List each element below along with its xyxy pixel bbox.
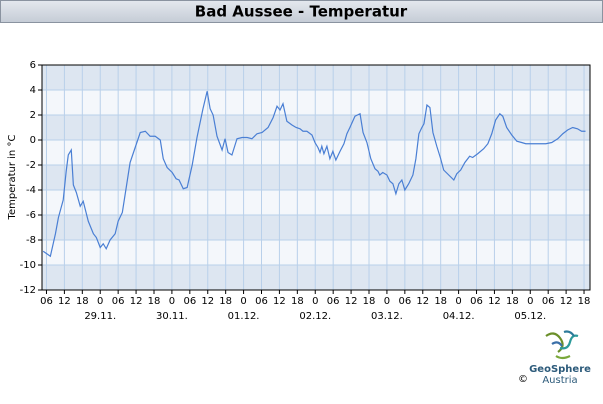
y-tick-label: -6 xyxy=(26,210,36,221)
y-tick-label: 6 xyxy=(30,60,36,71)
y-tick-label: -10 xyxy=(20,260,36,271)
x-tick-label: 12 xyxy=(58,296,71,307)
y-tick-label: -8 xyxy=(26,235,36,246)
x-tick-label: 12 xyxy=(416,296,429,307)
x-tick-label: 0 xyxy=(97,296,103,307)
x-tick-label: 18 xyxy=(76,296,89,307)
x-tick-label: 12 xyxy=(345,296,358,307)
x-tick-label: 18 xyxy=(219,296,232,307)
grid-band xyxy=(42,65,590,90)
x-date-label: 05.12. xyxy=(514,311,546,322)
x-tick-label: 06 xyxy=(470,296,483,307)
x-date-label: 04.12. xyxy=(443,311,475,322)
y-tick-label: 0 xyxy=(30,135,36,146)
x-tick-label: 0 xyxy=(527,296,533,307)
chart-title: Bad Aussee - Temperatur xyxy=(195,3,408,21)
x-tick-label: 18 xyxy=(148,296,161,307)
y-tick-label: 4 xyxy=(30,85,36,96)
x-tick-label: 18 xyxy=(434,296,447,307)
x-tick-label: 0 xyxy=(240,296,246,307)
y-tick-label: -2 xyxy=(26,160,36,171)
x-tick-label: 12 xyxy=(273,296,286,307)
x-date-label: 03.12. xyxy=(371,311,403,322)
temperature-line xyxy=(42,91,586,258)
logo-country: Austria xyxy=(542,375,577,386)
x-date-label: 30.11. xyxy=(156,311,188,322)
x-date-label: 29.11. xyxy=(84,311,116,322)
x-tick-label: 18 xyxy=(578,296,591,307)
logo-name: GeoSphere xyxy=(529,364,591,375)
y-tick-label: -4 xyxy=(26,185,36,196)
x-tick-label: 06 xyxy=(398,296,411,307)
x-date-label: 02.12. xyxy=(299,311,331,322)
x-tick-label: 12 xyxy=(560,296,573,307)
copyright: © xyxy=(518,374,528,385)
logo-icon xyxy=(545,330,579,360)
x-tick-label: 06 xyxy=(542,296,555,307)
x-tick-label: 18 xyxy=(363,296,376,307)
plot-area xyxy=(38,64,591,294)
x-tick-label: 0 xyxy=(312,296,318,307)
plot-frame xyxy=(41,64,591,291)
y-axis-label: Temperatur in °C xyxy=(7,135,18,221)
grid-band xyxy=(42,115,590,140)
grid-band xyxy=(42,165,590,190)
logo: GeoSphere Austria © xyxy=(518,330,591,386)
x-tick-label: 18 xyxy=(506,296,519,307)
x-tick-label: 0 xyxy=(169,296,175,307)
x-tick-label: 06 xyxy=(183,296,196,307)
x-date-label: 01.12. xyxy=(228,311,260,322)
grid-band xyxy=(42,215,590,240)
x-tick-label: 06 xyxy=(112,296,125,307)
x-tick-label: 06 xyxy=(327,296,340,307)
y-tick-label: -12 xyxy=(20,285,36,296)
x-tick-label: 12 xyxy=(488,296,501,307)
y-tick-label: 2 xyxy=(30,110,36,121)
x-tick-label: 0 xyxy=(384,296,390,307)
grid-band xyxy=(42,265,590,290)
x-tick-label: 06 xyxy=(40,296,53,307)
x-tick-label: 06 xyxy=(255,296,268,307)
x-tick-label: 12 xyxy=(201,296,214,307)
x-tick-label: 18 xyxy=(291,296,304,307)
x-tick-label: 12 xyxy=(130,296,143,307)
x-tick-label: 0 xyxy=(455,296,461,307)
